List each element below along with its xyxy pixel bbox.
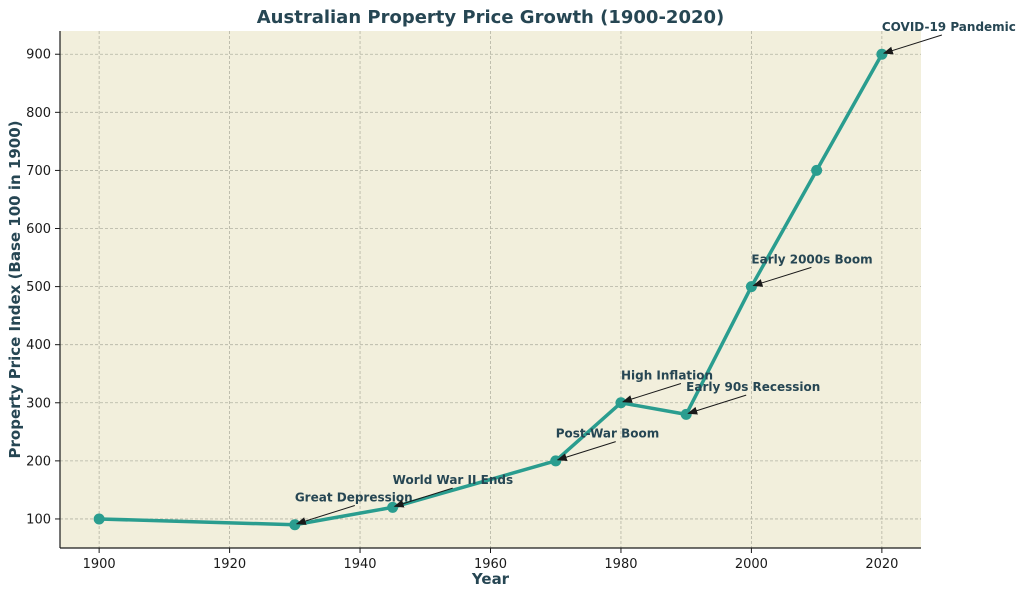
x-tick-label: 1920 [213,557,246,572]
data-point [811,164,823,176]
axes: 1900 1920 1940 1960 1980 2000 2020 100 200 300 400… [26,31,921,572]
y-tick-label: 300 [26,396,51,411]
data-point [550,455,562,467]
data-point [745,281,757,293]
annotation-arrow [882,34,943,55]
annotation-arrow [687,394,747,415]
y-tick-label: 100 [26,512,51,527]
annotations: Great Depression World War II Ends Post-Wa… [295,20,1016,525]
y-tick-label: 800 [26,106,51,121]
y-tick-label: 200 [26,454,51,469]
y-tick-label: 400 [26,338,51,353]
x-tick-label: 1980 [604,557,637,572]
annotation-label: World War II Ends [393,473,513,487]
annotation: Early 90s Recession [686,380,820,415]
annotation-label: COVID-19 Pandemic [882,20,1016,34]
x-tick-label: 1960 [474,557,507,572]
grid [60,31,921,548]
annotation-label: High Inflation [621,369,713,383]
annotation: High Inflation [621,369,713,403]
annotation-label: Early 90s Recession [686,380,820,394]
annotation: COVID-19 Pandemic [882,20,1016,55]
data-point [93,513,105,525]
x-tick-label: 1900 [83,557,116,572]
x-tick-label: 1940 [343,557,376,572]
annotation: Great Depression [295,491,413,525]
data-point [680,408,692,420]
annotation: World War II Ends [393,473,513,508]
annotation: Early 2000s Boom [751,252,873,287]
x-tick-label: 2020 [865,557,898,572]
y-tick-label: 900 [26,48,51,63]
data-point [876,48,888,60]
annotation-arrow [393,487,453,508]
annotation-label: Early 2000s Boom [751,252,872,266]
annotation-arrow [295,505,355,525]
y-axis-title: Property Price Index (Base 100 in 1900) [6,121,24,459]
annotation-label: Post-War Boom [556,427,660,441]
x-axis-title: Year [471,570,510,588]
annotation: Post-War Boom [556,427,660,461]
annotation-arrow [622,383,682,403]
y-tick-label: 500 [26,280,51,295]
data-point [289,519,301,531]
data-point [615,397,627,409]
x-tick-label: 2000 [735,557,768,572]
y-tick-label: 700 [26,164,51,179]
y-tick-label: 600 [26,222,51,237]
annotation-arrow [556,441,616,461]
annotation-arrow [752,266,812,287]
chart-title: Australian Property Price Growth (1900-2… [257,7,725,28]
annotation-label: Great Depression [295,491,413,505]
